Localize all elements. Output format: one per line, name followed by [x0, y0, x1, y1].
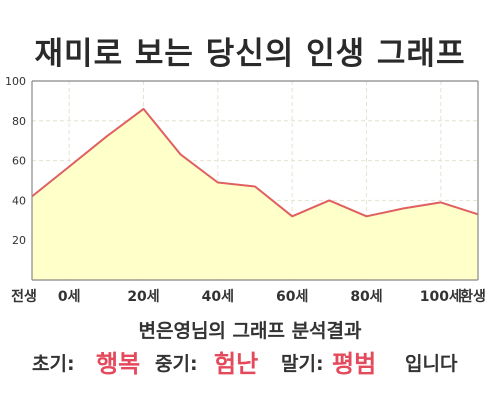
y-tick-label: 60 — [12, 155, 26, 168]
result-ending: 입니다 — [405, 353, 458, 375]
y-tick-label: 80 — [12, 115, 26, 128]
x-tick-label: 40세 — [202, 289, 234, 305]
y-tick-label: 100 — [5, 75, 26, 88]
x-tick-label: 0세 — [58, 289, 81, 305]
y-tick-label: 40 — [12, 194, 26, 207]
late-value: 평범 — [332, 350, 377, 378]
analysis-summary: 변은영님의 그래프 분석결과 — [138, 320, 362, 342]
y-tick-label: 20 — [12, 234, 26, 247]
mid-value: 험난 — [214, 350, 259, 378]
late-label: 말기: — [281, 353, 324, 375]
mid-label: 중기: — [155, 353, 198, 375]
y-axis-ticks: 100 80 60 40 20 — [5, 75, 26, 247]
x-tick-label: 80세 — [350, 289, 382, 305]
x-tick-label: 100세 — [420, 289, 462, 305]
early-value: 행복 — [96, 350, 141, 378]
x-tick-label: 20세 — [127, 289, 159, 305]
x-tick-label: 환생 — [460, 288, 486, 305]
early-label: 초기: — [32, 353, 75, 375]
page-title: 재미로 보는 당신의 인생 그래프 — [34, 36, 466, 72]
chart-axes — [31, 80, 479, 281]
x-tick-label: 60세 — [276, 289, 308, 305]
chart-series-line — [31, 107, 479, 218]
x-tick-label: 전생 — [11, 288, 37, 305]
chart-area-fill — [32, 108, 478, 281]
